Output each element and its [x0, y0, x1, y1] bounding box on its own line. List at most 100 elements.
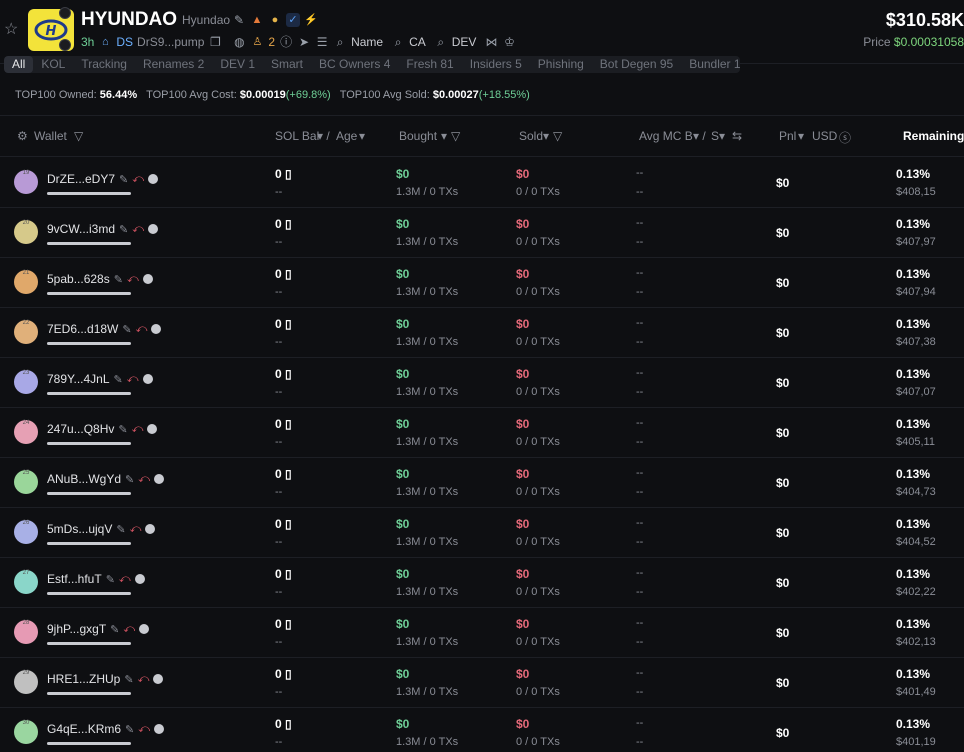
wallet-address[interactable]: 5mDs...ujqV [47, 522, 113, 536]
avg-s-sort-icon[interactable]: ▾ [719, 129, 726, 143]
globe-icon[interactable]: ◍ [234, 35, 245, 49]
wallet-address[interactable]: DrZE...eDY7 [47, 172, 116, 186]
col-wallet[interactable]: Wallet [34, 129, 67, 143]
copy-icon[interactable]: ❐ [210, 35, 221, 49]
table-row[interactable]: 22 7ED6...d18W ✎ ⤺ 0 ▯ -- $0 1.3M / 0 TX… [0, 308, 964, 358]
wallet-cell[interactable]: 247u...Q8Hv ✎ ⤺ [47, 422, 158, 436]
wallet-cell[interactable]: Estf...hfuT ✎ ⤺ [47, 572, 145, 586]
search-dev-link[interactable]: DEV [451, 35, 477, 49]
edit-icon[interactable]: ✎ [122, 323, 132, 336]
menu-icon[interactable]: ☰ [316, 35, 328, 49]
col-age[interactable]: Age [336, 129, 358, 143]
tab-bot-degen[interactable]: Bot Degen 95 [599, 57, 674, 71]
table-row[interactable]: 29 HRE1...ZHUp ✎ ⤺ 0 ▯ -- $0 1.3M / 0 TX… [0, 658, 964, 708]
wallet-cell[interactable]: 9vCW...i3md ✎ ⤺ [47, 222, 158, 236]
sold-sort-icon[interactable]: ▾ [543, 129, 550, 143]
rank-number: 20 [22, 220, 30, 226]
table-row[interactable]: 26 5mDs...ujqV ✎ ⤺ 0 ▯ -- $0 1.3M / 0 TX… [0, 508, 964, 558]
col-sol-bal[interactable]: SOL Bal [275, 129, 320, 143]
tab-dev[interactable]: DEV 1 [220, 57, 255, 71]
search-name-link[interactable]: Name [351, 35, 384, 49]
telegram-icon[interactable]: ➤ [299, 35, 310, 49]
wallet-address[interactable]: HRE1...ZHUp [47, 672, 121, 686]
crown-icon[interactable]: ♔ [504, 35, 515, 49]
tab-bc-owners[interactable]: BC Owners 4 [319, 57, 391, 71]
edit-icon[interactable]: ✎ [110, 623, 120, 636]
wallet-cell[interactable]: 5pab...628s ✎ ⤺ [47, 272, 153, 286]
tab-all[interactable]: All [4, 56, 34, 73]
wallet-address[interactable]: G4qE...KRm6 [47, 722, 122, 736]
wallet-cell[interactable]: 5mDs...ujqV ✎ ⤺ [47, 522, 156, 536]
edit-icon[interactable]: ✎ [119, 173, 129, 186]
wallet-cell[interactable]: DrZE...eDY7 ✎ ⤺ [47, 172, 158, 186]
sol-balance: 0 ▯ [275, 567, 292, 581]
tab-kol[interactable]: KOL [41, 57, 66, 71]
wallet-filter-icon[interactable]: ▽ [74, 129, 84, 143]
wallet-cell[interactable]: 789Y...4JnL ✎ ⤺ [47, 372, 153, 386]
wallet-cell[interactable]: G4qE...KRm6 ✎ ⤺ [47, 722, 165, 736]
edit-icon[interactable]: ✎ [125, 723, 135, 736]
wallet-settings-icon[interactable]: ⚙ [17, 129, 28, 143]
contract-address[interactable]: DrS9...pump [137, 35, 205, 49]
tab-fresh[interactable]: Fresh 81 [406, 57, 454, 71]
col-sold[interactable]: Sold [519, 129, 544, 143]
edit-icon[interactable]: ✎ [124, 673, 134, 686]
edit-icon[interactable]: ✎ [125, 473, 135, 486]
avg-mc-sort-icon[interactable]: ▾ / [693, 129, 706, 143]
col-remaining[interactable]: Remaining% [903, 129, 964, 143]
share-icon[interactable]: ⋈ [485, 35, 498, 49]
wallet-cell[interactable]: 7ED6...d18W ✎ ⤺ [47, 322, 162, 336]
wallet-cell[interactable]: HRE1...ZHUp ✎ ⤺ [47, 672, 164, 686]
edit-icon[interactable]: ✎ [118, 423, 128, 436]
wallet-address[interactable]: 9vCW...i3md [47, 222, 116, 236]
age-sort-icon[interactable]: ▾ [359, 129, 366, 143]
table-row[interactable]: 20 9vCW...i3md ✎ ⤺ 0 ▯ -- $0 1.3M / 0 TX… [0, 208, 964, 258]
edit-icon[interactable]: ✎ [113, 373, 123, 386]
usd-toggle-icon[interactable]: ⓢ [839, 131, 852, 145]
table-row[interactable]: 24 247u...Q8Hv ✎ ⤺ 0 ▯ -- $0 1.3M / 0 TX… [0, 408, 964, 458]
tab-insiders[interactable]: Insiders 5 [469, 57, 522, 71]
bought-sort-icon[interactable]: ▾ [441, 129, 448, 143]
favorite-star-icon[interactable]: ☆ [4, 21, 19, 38]
wallet-address[interactable]: 9jhP...gxgT [47, 622, 107, 636]
edit-icon[interactable]: ✎ [233, 13, 245, 27]
edit-icon[interactable]: ✎ [113, 273, 123, 286]
wallet-address[interactable]: Estf...hfuT [47, 572, 102, 586]
col-avg-mc[interactable]: Avg MC B [639, 129, 693, 143]
tab-smart[interactable]: Smart [271, 57, 304, 71]
price-value: $0.00031058 [893, 35, 964, 49]
wallet-address[interactable]: 5pab...628s [47, 272, 110, 286]
edit-icon[interactable]: ✎ [105, 573, 115, 586]
col-pnl[interactable]: Pnl [779, 129, 797, 143]
table-row[interactable]: 19 DrZE...eDY7 ✎ ⤺ 0 ▯ -- $0 1.3M / 0 TX… [0, 158, 964, 208]
wallet-cell[interactable]: 9jhP...gxgT ✎ ⤺ [47, 622, 150, 636]
wallet-address[interactable]: 789Y...4JnL [47, 372, 110, 386]
col-usd[interactable]: USD [812, 129, 838, 143]
info-icon[interactable]: ⓘ [280, 35, 293, 49]
col-bought[interactable]: Bought [399, 129, 438, 143]
table-row[interactable]: 25 ANuB...WgYd ✎ ⤺ 0 ▯ -- $0 1.3M / 0 TX… [0, 458, 964, 508]
table-row[interactable]: 23 789Y...4JnL ✎ ⤺ 0 ▯ -- $0 1.3M / 0 TX… [0, 358, 964, 408]
table-row[interactable]: 28 9jhP...gxgT ✎ ⤺ 0 ▯ -- $0 1.3M / 0 TX… [0, 608, 964, 658]
sol-sort-icon[interactable]: ▾ / [317, 129, 330, 143]
table-row[interactable]: 21 5pab...628s ✎ ⤺ 0 ▯ -- $0 1.3M / 0 TX… [0, 258, 964, 308]
search-ca-link[interactable]: CA [409, 35, 426, 49]
sold-filter-icon[interactable]: ▽ [553, 129, 563, 143]
table-row[interactable]: 27 Estf...hfuT ✎ ⤺ 0 ▯ -- $0 1.3M / 0 TX… [0, 558, 964, 608]
pnl-sort-icon[interactable]: ▾ [798, 129, 805, 143]
edit-icon[interactable]: ✎ [116, 523, 126, 536]
col-avg-s[interactable]: S [711, 129, 720, 143]
wallet-cell[interactable]: ANuB...WgYd ✎ ⤺ [47, 472, 165, 486]
tab-phishing[interactable]: Phishing [537, 57, 584, 71]
tab-tracking[interactable]: Tracking [81, 57, 127, 71]
table-row[interactable]: 30 G4qE...KRm6 ✎ ⤺ 0 ▯ -- $0 1.3M / 0 TX… [0, 708, 964, 752]
edit-icon[interactable]: ✎ [119, 223, 129, 236]
coin-icon [153, 674, 164, 684]
tab-renames[interactable]: Renames 2 [142, 57, 205, 71]
wallet-address[interactable]: 247u...Q8Hv [47, 422, 115, 436]
wallet-address[interactable]: 7ED6...d18W [47, 322, 119, 336]
swap-icon[interactable]: ⇆ [732, 129, 743, 143]
bought-filter-icon[interactable]: ▽ [451, 129, 461, 143]
tab-bundler[interactable]: Bundler 122 [689, 57, 740, 71]
wallet-address[interactable]: ANuB...WgYd [47, 472, 122, 486]
